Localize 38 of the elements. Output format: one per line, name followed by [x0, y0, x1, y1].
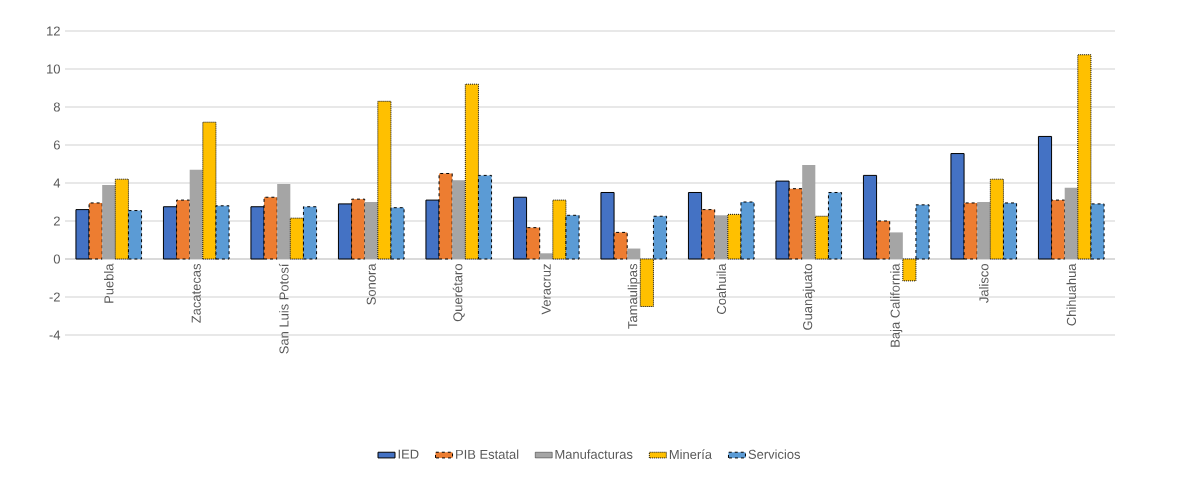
legend-label: Minería: [669, 449, 713, 459]
y-tick-label: -4: [49, 330, 61, 340]
x-tick-label: San Luis Potosí: [278, 263, 289, 354]
bar: [102, 184, 116, 259]
x-tick-label: Coahuila: [716, 263, 727, 314]
x-tick-label: Guanajuato: [802, 264, 815, 330]
x-tick-label: Sonora: [366, 263, 376, 305]
y-tick-label: 0: [53, 254, 60, 264]
y-tick-label: 8: [53, 102, 60, 112]
y-tick-label: 6: [53, 140, 60, 150]
bar: [364, 202, 378, 259]
bar: [277, 183, 291, 259]
bar: [539, 253, 553, 259]
y-tick-label: 4: [53, 178, 61, 188]
bar: [889, 232, 903, 259]
bar: [714, 215, 728, 259]
legend-label: IED: [398, 449, 419, 459]
legend-label: PIB Estatal: [456, 449, 519, 459]
legend-label: Manufacturas: [555, 449, 633, 459]
x-tick-label: Tamaulipas: [627, 263, 640, 329]
x-tick-label: Chihuahua: [1066, 263, 1077, 326]
x-tick-label: Querétaro: [452, 264, 465, 322]
x-tick-label: Jalisco: [979, 264, 989, 303]
bar: [189, 169, 203, 259]
y-tick-label: 12: [47, 26, 60, 36]
y-tick-label: 10: [47, 64, 60, 74]
y-tick-label: 2: [53, 216, 60, 226]
bar: [802, 164, 816, 259]
x-tick-label: Zacatecas: [191, 263, 201, 323]
bar: [627, 248, 641, 259]
y-tick-label: -2: [49, 292, 60, 302]
x-tick-label: Puebla: [103, 263, 114, 303]
bar: [977, 202, 991, 259]
bar: [1064, 187, 1078, 259]
x-tick-label: Veracruz: [541, 264, 551, 315]
legend-label: Servicios: [748, 449, 801, 459]
x-tick-label: Baja California: [890, 263, 903, 347]
bar: [452, 180, 466, 259]
